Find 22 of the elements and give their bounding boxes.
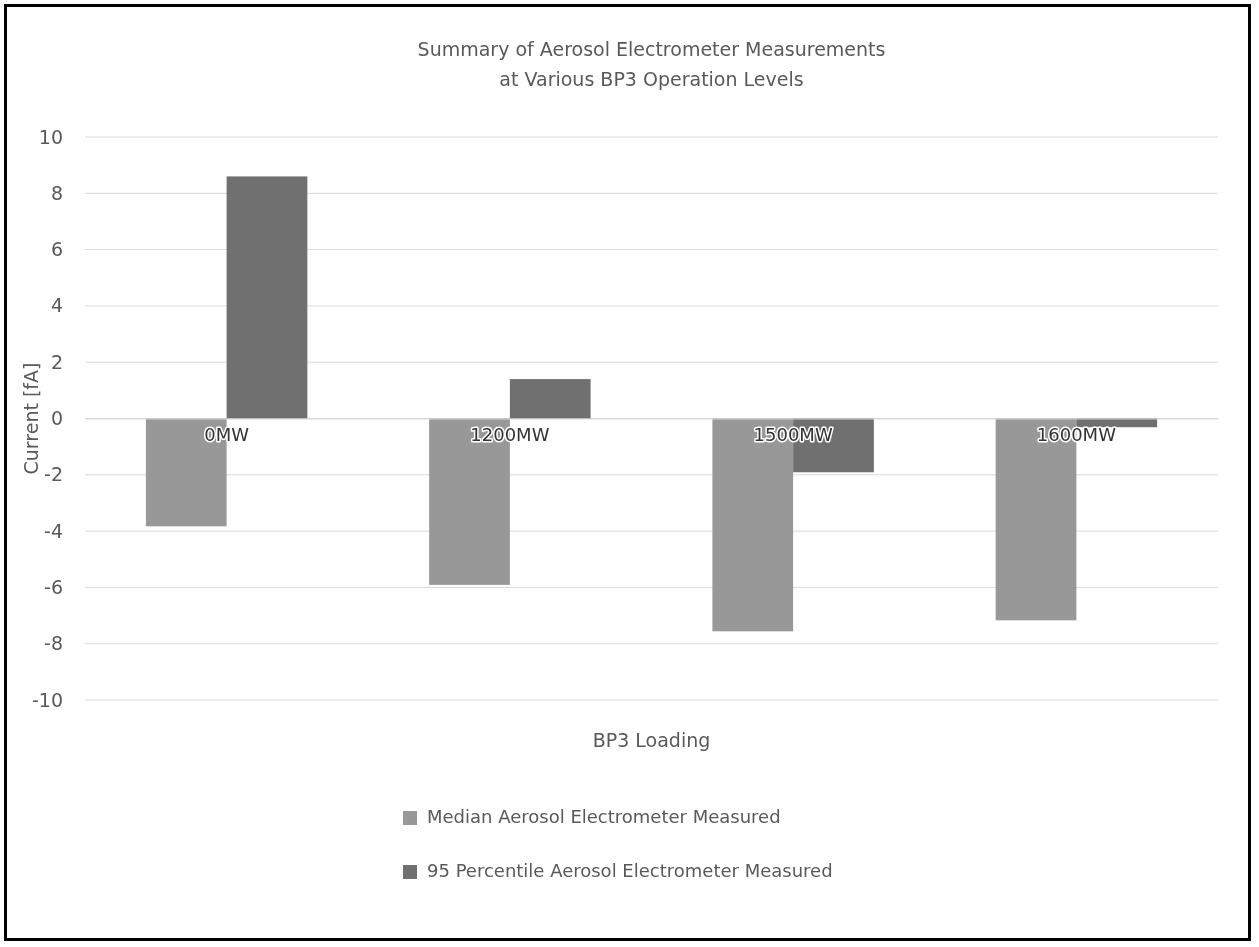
y-tick-label: -8	[44, 632, 63, 655]
y-tick-label: 10	[38, 125, 63, 148]
y-tick-label: -2	[44, 463, 63, 486]
y-tick-label: 6	[50, 238, 63, 261]
x-tick-label: 1500MW	[753, 424, 833, 446]
legend-label: Median Aerosol Electrometer Measured	[427, 806, 781, 827]
y-tick-label: 0	[50, 407, 63, 430]
x-tick-label: 0MW	[204, 424, 250, 446]
y-tick-label: 4	[50, 294, 63, 317]
bar	[509, 379, 591, 419]
legend-label: 95 Percentile Aerosol Electrometer Measured	[427, 860, 833, 881]
chart-title: Summary of Aerosol Electrometer Measurements at Various BP3 Operation Levels	[417, 38, 886, 90]
y-tick-label: 2	[50, 350, 63, 373]
bar	[226, 176, 308, 419]
x-tick-label: 1600MW	[1036, 424, 1117, 446]
x-tick-label: 1200MW	[470, 424, 550, 446]
y-axis-title: Current [fA]	[20, 362, 42, 475]
y-tick-label: -4	[44, 519, 63, 542]
y-tick-label: 8	[50, 181, 63, 204]
y-tick-label: -6	[44, 575, 63, 598]
x-axis-title: BP3 Loading	[592, 729, 711, 751]
y-tick-label: -10	[31, 688, 63, 711]
